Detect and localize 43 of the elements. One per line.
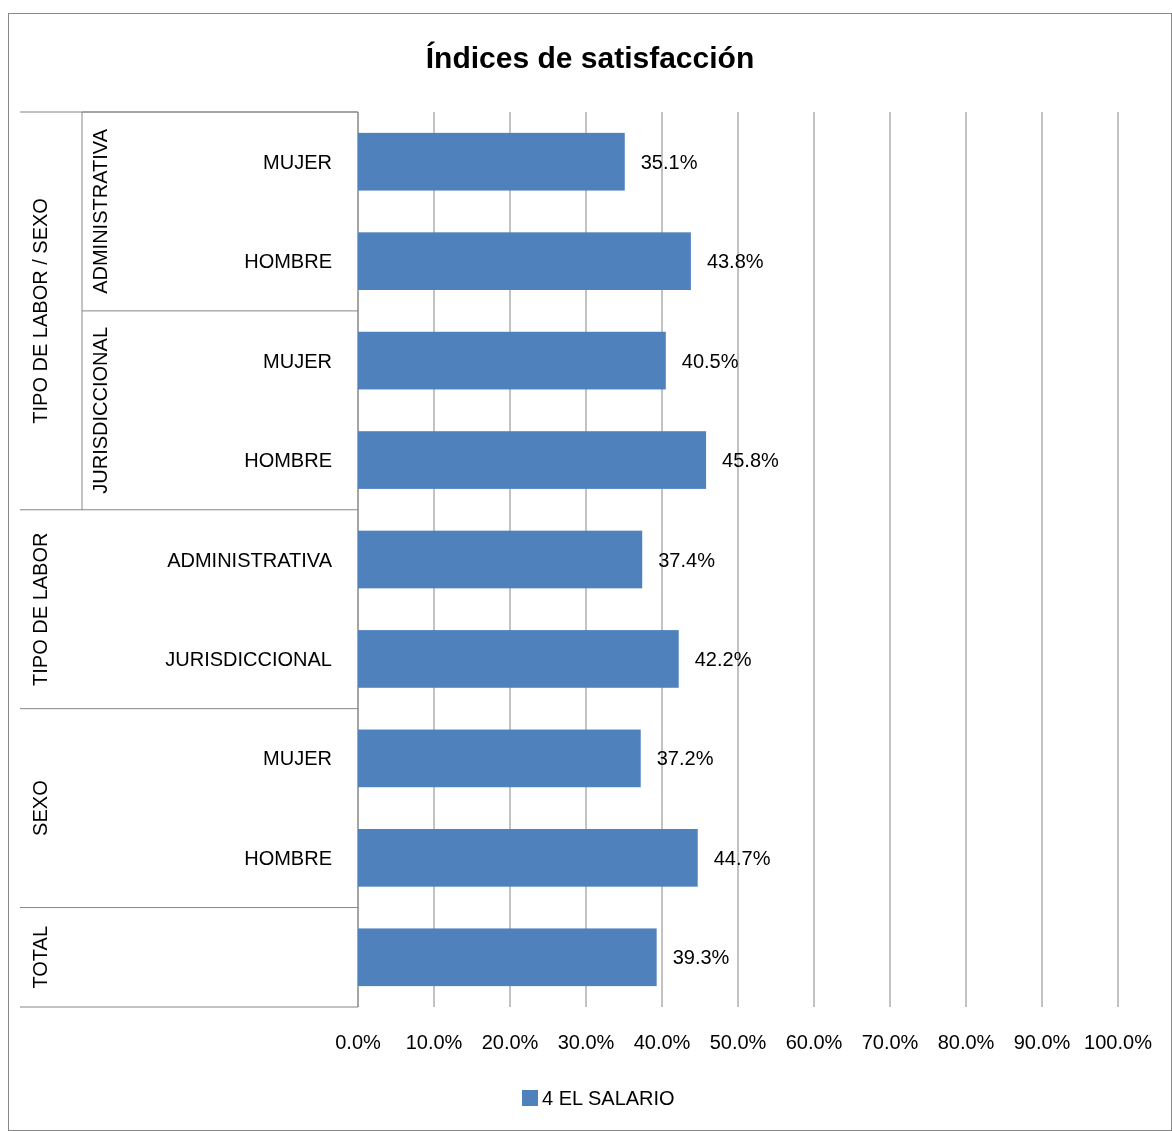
- data-label: 37.2%: [656, 747, 714, 770]
- bar: [358, 828, 698, 887]
- data-label: 43.8%: [706, 250, 764, 273]
- y-tick-label: HOMBRE: [244, 250, 332, 273]
- x-tick-label: 60.0%: [785, 1031, 843, 1053]
- x-tick-label: 80.0%: [937, 1031, 995, 1053]
- x-tick-label: 70.0%: [861, 1031, 919, 1053]
- bar: [358, 630, 679, 688]
- data-label: 39.3%: [672, 946, 730, 969]
- y-tick-label: JURISDICCIONAL: [165, 647, 332, 670]
- data-label: 45.8%: [722, 449, 780, 472]
- text: TIPO DE LABOR: [29, 532, 51, 686]
- bar: [358, 530, 643, 589]
- chart-title: Índices de satisfacción: [425, 41, 755, 74]
- x-tick-label: 0.0%: [335, 1031, 382, 1053]
- text: SEXO: [29, 780, 51, 836]
- y-tick-label: HOMBRE: [244, 449, 332, 472]
- data-label: 44.7%: [713, 846, 771, 869]
- y-tick-label: MUJER: [263, 747, 332, 770]
- text: TOTAL: [29, 925, 51, 989]
- data-label: 40.5%: [681, 349, 739, 372]
- data-label: 42.2%: [694, 647, 752, 670]
- legend-label: 4 EL SALARIO: [542, 1087, 675, 1109]
- x-tick-label: 50.0%: [709, 1031, 767, 1053]
- y-tick-label: MUJER: [263, 349, 332, 372]
- x-tick-label: 90.0%: [1013, 1031, 1071, 1053]
- bar: [358, 729, 641, 788]
- x-tick-label: 10.0%: [405, 1031, 463, 1053]
- y-tick-label: MUJER: [263, 150, 332, 173]
- bar: [358, 232, 691, 291]
- x-tick-label: 40.0%: [633, 1031, 691, 1053]
- text: TIPO DE LABOR / SEXO: [29, 198, 51, 424]
- y-tick-label: ADMINISTRATIVA: [167, 548, 333, 571]
- bar: [358, 431, 707, 489]
- bar: [358, 132, 625, 191]
- bar: [358, 331, 666, 390]
- x-tick-label: 100.0%: [1084, 1031, 1153, 1053]
- data-label: 35.1%: [640, 150, 698, 173]
- x-tick-label: 20.0%: [481, 1031, 539, 1053]
- bar: [358, 928, 657, 987]
- y-tick-label: HOMBRE: [244, 846, 332, 869]
- data-label: 37.4%: [658, 548, 716, 571]
- x-tick-label: 30.0%: [557, 1031, 615, 1053]
